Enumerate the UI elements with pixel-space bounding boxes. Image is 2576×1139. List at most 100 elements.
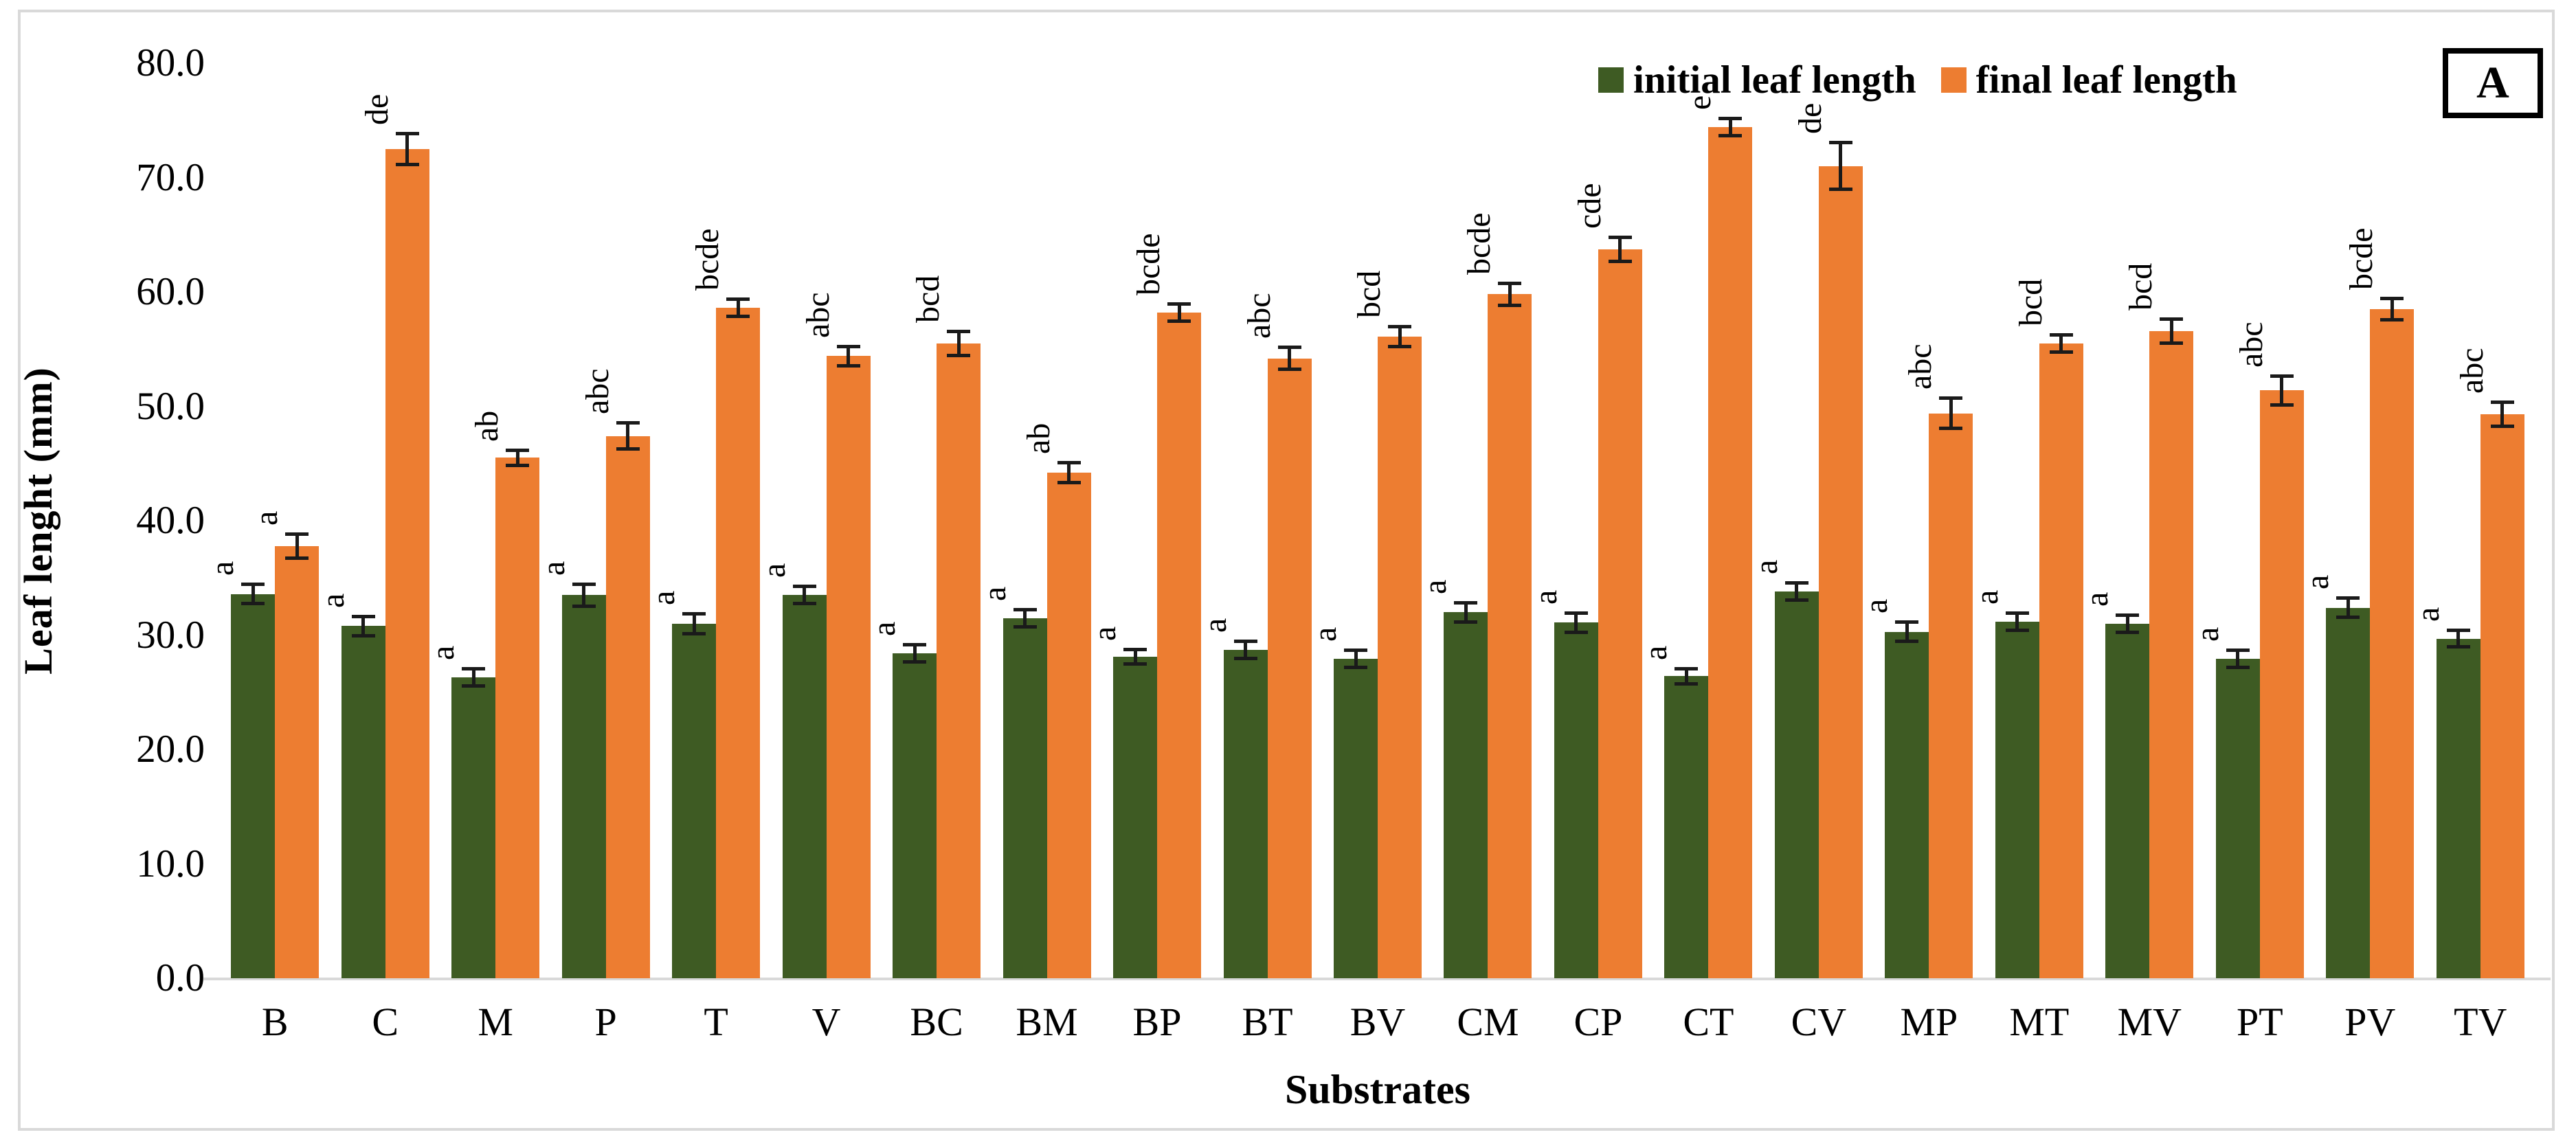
error-bar-final-CP [1608, 260, 1632, 264]
y-axis-title: Leaf lenght (mm) [16, 367, 60, 675]
sig-letter-initial-PV: a [2299, 574, 2336, 589]
sig-letter-final-T: bcde [689, 228, 726, 291]
error-bar-final-CV [1839, 141, 1843, 192]
error-bar-final-BV [1388, 344, 1411, 348]
sig-letter-initial-M: a [425, 645, 462, 661]
error-bar-final-PT [2280, 374, 2284, 407]
error-bar-final-CM [1498, 303, 1522, 307]
panel-label-box: A [2443, 48, 2543, 118]
x-category-label-PT: PT [2236, 1000, 2283, 1044]
sig-letter-initial-P: a [535, 561, 572, 576]
error-bar-final-BC [947, 353, 971, 357]
error-bar-final-MT [2059, 332, 2063, 354]
sig-letter-initial-CP: a [1527, 589, 1564, 605]
bar-final-BV [1378, 336, 1422, 978]
error-bar-initial-MP [1895, 620, 1919, 624]
sig-letter-initial-CV: a [1747, 559, 1784, 575]
bar-initial-P [561, 595, 606, 978]
sig-letter-initial-CM: a [1417, 579, 1454, 594]
sig-letter-final-BV: bcd [1351, 270, 1387, 319]
error-bar-initial-BV [1354, 649, 1358, 670]
sig-letter-initial-B: a [204, 561, 241, 576]
sig-letter-initial-PT: a [2188, 627, 2226, 642]
error-bar-initial-M [471, 667, 475, 688]
error-bar-initial-CP [1564, 611, 1588, 615]
x-category-label-BT: BT [1242, 1000, 1293, 1044]
bar-final-MV [2149, 330, 2194, 978]
x-axis-title: Substrates [1284, 1067, 1471, 1112]
bar-initial-BC [893, 653, 937, 978]
y-tick-label-40: 40.0 [136, 499, 205, 542]
sig-letter-initial-MT: a [1968, 589, 2005, 605]
bar-initial-CM [1444, 612, 1488, 978]
plot-area: a a a de a ab a abc a bcde a abc a bcd a ab a bcde a abc a bc… [203, 63, 2551, 980]
bar-initial-C [341, 626, 385, 978]
x-category-label-MV: MV [2117, 1000, 2182, 1044]
bar-final-PV [2370, 308, 2415, 978]
x-category-label-CM: CM [1457, 1000, 1519, 1044]
error-bar-initial-MP [1895, 640, 1919, 644]
bar-final-BT [1267, 358, 1312, 978]
error-bar-final-PV [2380, 296, 2404, 300]
error-bar-initial-BM [1013, 607, 1037, 611]
error-bar-initial-MT [2005, 611, 2029, 615]
x-category-label-P: P [594, 1000, 617, 1044]
legend-swatch-initial-icon [1598, 67, 1624, 93]
error-bar-initial-T [692, 612, 696, 635]
error-bar-initial-P [572, 604, 596, 608]
error-bar-initial-PV [2336, 616, 2360, 620]
error-bar-initial-BP [1133, 647, 1137, 666]
error-bar-initial-M [462, 667, 486, 671]
error-bar-initial-PT [2236, 649, 2240, 670]
error-bar-final-MP [1939, 396, 1963, 400]
error-bar-initial-CM [1454, 620, 1478, 624]
error-bar-final-MV [2160, 317, 2184, 321]
error-bar-final-PT [2270, 374, 2294, 378]
bar-final-CP [1598, 249, 1642, 978]
error-bar-final-TV [2490, 401, 2514, 405]
sig-letter-final-B: a [248, 510, 285, 526]
bar-initial-BP [1113, 657, 1158, 978]
bar-final-T [716, 308, 761, 978]
error-bar-initial-CV [1795, 581, 1799, 602]
bar-initial-MV [2105, 623, 2150, 978]
error-bar-final-CM [1508, 282, 1512, 307]
bar-final-TV [2480, 414, 2524, 978]
error-bar-initial-PT [2226, 649, 2250, 653]
x-category-label-BV: BV [1349, 1000, 1406, 1044]
sig-letter-initial-TV: a [2409, 607, 2446, 622]
bar-initial-T [672, 623, 717, 978]
error-bar-initial-BC [912, 643, 917, 664]
error-bar-final-BP [1167, 319, 1191, 323]
sig-letter-final-PV: bcde [2343, 227, 2380, 290]
bar-final-PT [2259, 390, 2304, 978]
bar-initial-PT [2215, 659, 2260, 978]
bar-initial-B [231, 594, 276, 978]
error-bar-final-BM [1057, 461, 1081, 465]
error-bar-final-M [506, 463, 530, 467]
error-bar-initial-CM [1454, 600, 1478, 605]
bar-final-BP [1157, 312, 1202, 978]
error-bar-final-T [726, 315, 750, 319]
error-bar-initial-MT [2005, 628, 2029, 632]
sig-letter-final-BM: ab [1020, 423, 1057, 455]
x-category-label-BP: BP [1132, 1000, 1182, 1044]
bar-initial-CP [1554, 622, 1598, 978]
error-bar-initial-BT [1244, 640, 1248, 661]
error-bar-initial-B [251, 582, 255, 606]
error-bar-initial-PV [2336, 596, 2360, 600]
sig-letter-final-PT: abc [2232, 322, 2270, 368]
error-bar-final-MV [2160, 341, 2184, 345]
bar-final-BC [937, 343, 981, 978]
bar-initial-BT [1223, 650, 1268, 978]
error-bar-initial-V [792, 602, 816, 606]
error-bar-initial-CP [1574, 611, 1578, 634]
bar-final-CT [1708, 127, 1753, 978]
x-category-label-C: C [372, 1000, 399, 1044]
error-bar-final-BT [1288, 346, 1292, 371]
error-bar-final-BM [1067, 461, 1071, 484]
error-bar-initial-TV [2446, 645, 2470, 649]
sig-letter-final-C: de [358, 93, 395, 125]
error-bar-final-MV [2169, 317, 2173, 345]
error-bar-initial-CM [1464, 600, 1468, 624]
